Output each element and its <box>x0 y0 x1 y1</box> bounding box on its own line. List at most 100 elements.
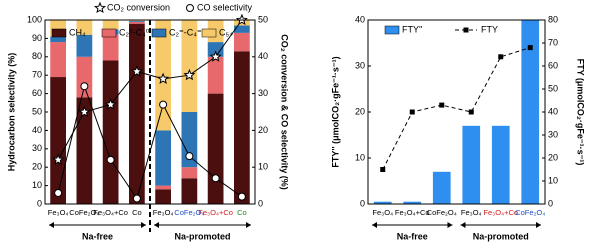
y2-axis-title: CO₂ conversion & CO selectivity (%) <box>280 34 290 190</box>
circle-marker <box>159 100 168 109</box>
arrow-head <box>246 222 251 228</box>
y-tick-label: 100 <box>27 14 42 24</box>
legend-label: CO selectivity <box>197 2 253 12</box>
bar <box>181 167 198 179</box>
bar <box>491 125 510 204</box>
bar <box>102 20 119 30</box>
y2-tick-label: 80 <box>548 14 558 24</box>
x-tick-label: Fe₃O₄ <box>461 208 482 217</box>
x-tick-label: CoFe₂O₄ <box>427 208 457 217</box>
bar <box>129 20 145 22</box>
group-label: Na-free <box>82 231 113 241</box>
y2-tick-label: 40 <box>548 106 558 116</box>
bar <box>102 34 119 61</box>
star-marker <box>157 72 170 84</box>
y-tick-label: 0 <box>37 198 42 208</box>
x-tick-label: Co <box>237 208 247 217</box>
y-tick-label: 50 <box>32 106 42 116</box>
bar <box>234 51 250 204</box>
series-line <box>57 84 243 200</box>
legend-label: CH₄ <box>69 27 86 37</box>
arrow-head <box>536 222 541 228</box>
x-tick-label: Fe₃O₄+Co <box>483 208 518 217</box>
arrow-head <box>372 222 377 228</box>
x-tick-label: Co <box>132 208 142 217</box>
bar <box>207 42 224 57</box>
square-marker <box>380 167 386 172</box>
legend-swatch <box>51 28 67 38</box>
star-marker <box>130 65 143 77</box>
y2-tick-label: 20 <box>258 125 268 135</box>
bar <box>76 56 93 98</box>
arrow-head <box>447 222 453 228</box>
circle-marker <box>185 152 194 161</box>
star-marker <box>209 50 222 62</box>
y-tick-label: 20 <box>355 106 365 116</box>
bar <box>373 201 392 204</box>
legend-swatch <box>384 25 400 35</box>
group-label: Na-promoted <box>473 231 529 241</box>
y2-tick-label: 30 <box>548 129 558 139</box>
legend-label: FTY'' <box>402 24 423 34</box>
star-marker <box>52 153 65 165</box>
x-tick-label: Fe₃O₄+Co <box>198 208 233 217</box>
y-tick-label: 10 <box>32 180 42 190</box>
bar <box>462 125 481 204</box>
bar <box>207 93 224 204</box>
square-marker <box>498 54 504 60</box>
bar <box>50 77 66 204</box>
legend-swatch <box>101 28 117 38</box>
y-tick-label: 0 <box>360 198 365 208</box>
circle-marker <box>237 192 246 201</box>
y-tick-label: 30 <box>32 143 42 153</box>
y2-tick-label: 40 <box>258 51 268 61</box>
y-tick-label: 70 <box>32 70 42 80</box>
circle-marker <box>54 188 63 197</box>
star-marker <box>104 98 117 110</box>
bar <box>234 32 250 52</box>
x-tick-label: Fe₃O₄ <box>372 208 393 217</box>
y-tick-label: 40 <box>355 14 365 24</box>
arrow-head <box>141 222 146 228</box>
bar <box>403 201 422 204</box>
y2-tick-label: 10 <box>258 162 268 172</box>
bar <box>207 56 224 94</box>
arrow-head <box>154 222 159 228</box>
legend-label: C₂⁰-C₄⁰ <box>119 27 150 37</box>
bar <box>155 185 171 190</box>
legend-label: C₂⁼-C₄⁼ <box>169 27 202 37</box>
y2-tick-label: 70 <box>548 37 558 47</box>
bar <box>521 20 540 204</box>
star-marker <box>183 68 196 81</box>
x-tick-label: CoFe₂O₄ <box>174 208 204 217</box>
bar <box>50 42 66 78</box>
square-marker <box>468 109 474 115</box>
circle-marker <box>211 174 220 183</box>
legend-marker <box>93 1 107 14</box>
legend-swatch <box>201 28 217 38</box>
legend-swatch <box>151 28 167 38</box>
x-tick-label: Fe₃O₄+Co <box>395 208 430 217</box>
y2-tick-label: 30 <box>258 88 268 98</box>
y2-tick-label: 50 <box>548 83 558 93</box>
y-tick-label: 40 <box>32 125 42 135</box>
square-marker <box>527 45 533 51</box>
square-marker <box>409 109 415 115</box>
bar <box>181 178 198 204</box>
legend-label: FTY <box>481 24 498 34</box>
circle-marker <box>80 82 89 91</box>
y-tick-label: 30 <box>355 60 365 70</box>
y2-tick-label: 10 <box>548 175 558 185</box>
x-tick-label: Fe₃O₄+Co <box>93 208 128 217</box>
bar <box>234 25 250 33</box>
y2-tick-label: 60 <box>548 60 558 70</box>
star-marker <box>78 105 91 118</box>
bar <box>129 21 145 24</box>
legend-label: CO₂ conversion <box>107 2 170 12</box>
legend-label: C₅₊ <box>219 27 234 37</box>
y-tick-label: 60 <box>32 88 42 98</box>
bar <box>181 112 198 168</box>
plot-frame <box>367 19 546 205</box>
bar <box>181 20 198 112</box>
